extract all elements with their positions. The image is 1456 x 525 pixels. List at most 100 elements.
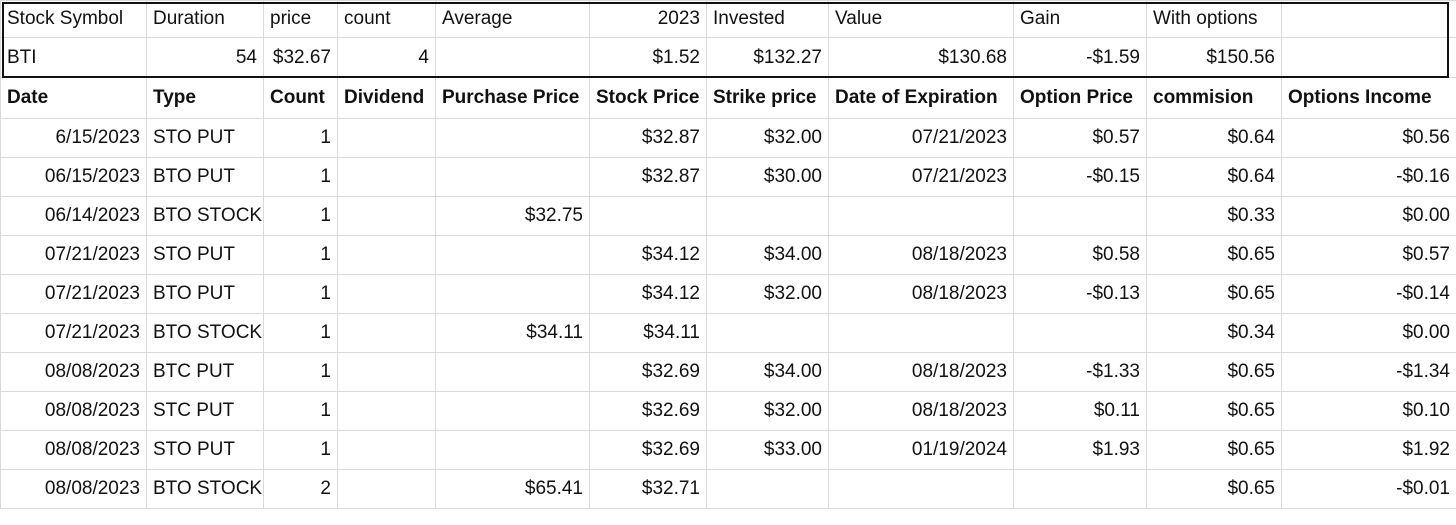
table-cell[interactable]: 1 [263, 118, 338, 158]
table-cell[interactable]: $34.00 [706, 235, 829, 275]
table-cell[interactable] [435, 352, 590, 392]
table-cell[interactable]: $0.65 [1146, 469, 1282, 509]
table-cell[interactable]: STO PUT [146, 430, 264, 470]
column-header-cell[interactable]: Options Income [1281, 77, 1456, 119]
table-cell[interactable] [337, 469, 436, 509]
table-cell[interactable]: $1.92 [1281, 430, 1456, 470]
table-cell[interactable] [1013, 469, 1147, 509]
summary-value-cell[interactable]: $32.67 [263, 37, 338, 78]
table-cell[interactable]: $0.00 [1281, 196, 1456, 236]
table-cell[interactable] [337, 313, 436, 353]
table-cell[interactable] [828, 469, 1014, 509]
table-cell[interactable] [435, 274, 590, 314]
table-cell[interactable]: $0.65 [1146, 235, 1282, 275]
table-cell[interactable]: $0.11 [1013, 391, 1147, 431]
table-cell[interactable] [1013, 313, 1147, 353]
column-header-cell[interactable]: Purchase Price [435, 77, 590, 119]
table-cell[interactable]: BTO STOCK [146, 469, 264, 509]
table-cell[interactable]: $0.65 [1146, 274, 1282, 314]
column-header-cell[interactable]: Stock Price [589, 77, 707, 119]
table-cell[interactable]: BTO STOCK [146, 313, 264, 353]
table-cell[interactable] [337, 391, 436, 431]
table-cell[interactable] [337, 118, 436, 158]
table-cell[interactable]: $32.69 [589, 352, 707, 392]
table-cell[interactable]: $0.57 [1013, 118, 1147, 158]
table-cell[interactable] [435, 157, 590, 197]
summary-header-cell[interactable]: count [337, 0, 436, 38]
table-cell[interactable]: -$1.34 [1281, 352, 1456, 392]
table-cell[interactable]: 1 [263, 313, 338, 353]
column-header-cell[interactable]: Option Price [1013, 77, 1147, 119]
table-cell[interactable]: 06/14/2023 [0, 196, 147, 236]
table-cell[interactable]: $34.12 [589, 274, 707, 314]
table-cell[interactable]: BTO STOCK [146, 196, 264, 236]
table-cell[interactable]: $34.11 [435, 313, 590, 353]
summary-value-cell[interactable]: BTI [0, 37, 147, 78]
table-cell[interactable]: $32.71 [589, 469, 707, 509]
table-cell[interactable]: 07/21/2023 [0, 274, 147, 314]
table-cell[interactable]: $0.56 [1281, 118, 1456, 158]
table-cell[interactable]: 07/21/2023 [0, 313, 147, 353]
table-cell[interactable]: $32.00 [706, 118, 829, 158]
table-cell[interactable]: 1 [263, 391, 338, 431]
table-cell[interactable]: $34.00 [706, 352, 829, 392]
column-header-cell[interactable]: Strike price [706, 77, 829, 119]
table-cell[interactable]: 08/18/2023 [828, 391, 1014, 431]
table-cell[interactable] [337, 274, 436, 314]
table-cell[interactable]: $32.00 [706, 391, 829, 431]
summary-value-cell[interactable]: 54 [146, 37, 264, 78]
table-cell[interactable]: $32.00 [706, 274, 829, 314]
table-cell[interactable]: 08/18/2023 [828, 235, 1014, 275]
table-cell[interactable]: 6/15/2023 [0, 118, 147, 158]
table-cell[interactable]: -$0.01 [1281, 469, 1456, 509]
table-cell[interactable]: BTO PUT [146, 157, 264, 197]
table-cell[interactable]: $65.41 [435, 469, 590, 509]
table-cell[interactable]: -$0.13 [1013, 274, 1147, 314]
column-header-cell[interactable]: Date [0, 77, 147, 119]
column-header-cell[interactable]: Count [263, 77, 338, 119]
column-header-cell[interactable]: Dividend [337, 77, 436, 119]
table-cell[interactable] [828, 313, 1014, 353]
table-cell[interactable]: $34.11 [589, 313, 707, 353]
table-cell[interactable]: $1.93 [1013, 430, 1147, 470]
summary-header-cell[interactable]: Stock Symbol [0, 0, 147, 38]
table-cell[interactable]: $0.64 [1146, 157, 1282, 197]
table-cell[interactable]: 08/08/2023 [0, 391, 147, 431]
summary-value-cell[interactable] [1281, 37, 1456, 78]
summary-header-cell[interactable]: 2023 [589, 0, 707, 38]
column-header-cell[interactable]: Date of Expiration [828, 77, 1014, 119]
summary-header-cell[interactable]: Invested [706, 0, 829, 38]
table-cell[interactable]: $32.69 [589, 430, 707, 470]
table-cell[interactable] [337, 235, 436, 275]
table-cell[interactable] [435, 118, 590, 158]
summary-header-cell[interactable]: Gain [1013, 0, 1147, 38]
table-cell[interactable]: 08/18/2023 [828, 352, 1014, 392]
table-cell[interactable]: 1 [263, 352, 338, 392]
summary-header-cell[interactable]: Average [435, 0, 590, 38]
table-cell[interactable]: $0.00 [1281, 313, 1456, 353]
table-cell[interactable]: BTC PUT [146, 352, 264, 392]
table-cell[interactable]: $0.34 [1146, 313, 1282, 353]
table-cell[interactable]: $0.64 [1146, 118, 1282, 158]
table-cell[interactable] [706, 469, 829, 509]
table-cell[interactable]: -$0.14 [1281, 274, 1456, 314]
table-cell[interactable]: $33.00 [706, 430, 829, 470]
table-cell[interactable]: -$0.16 [1281, 157, 1456, 197]
table-cell[interactable]: $30.00 [706, 157, 829, 197]
table-cell[interactable]: 08/08/2023 [0, 430, 147, 470]
summary-value-cell[interactable]: 4 [337, 37, 436, 78]
table-cell[interactable]: $32.69 [589, 391, 707, 431]
table-cell[interactable]: $32.87 [589, 118, 707, 158]
table-cell[interactable]: -$0.15 [1013, 157, 1147, 197]
table-cell[interactable] [828, 196, 1014, 236]
table-cell[interactable]: 1 [263, 196, 338, 236]
table-cell[interactable] [435, 430, 590, 470]
table-cell[interactable] [435, 235, 590, 275]
table-cell[interactable]: 1 [263, 157, 338, 197]
table-cell[interactable]: 07/21/2023 [0, 235, 147, 275]
table-cell[interactable] [435, 391, 590, 431]
table-cell[interactable]: 08/18/2023 [828, 274, 1014, 314]
summary-value-cell[interactable]: $132.27 [706, 37, 829, 78]
table-cell[interactable]: 08/08/2023 [0, 352, 147, 392]
table-cell[interactable] [337, 157, 436, 197]
